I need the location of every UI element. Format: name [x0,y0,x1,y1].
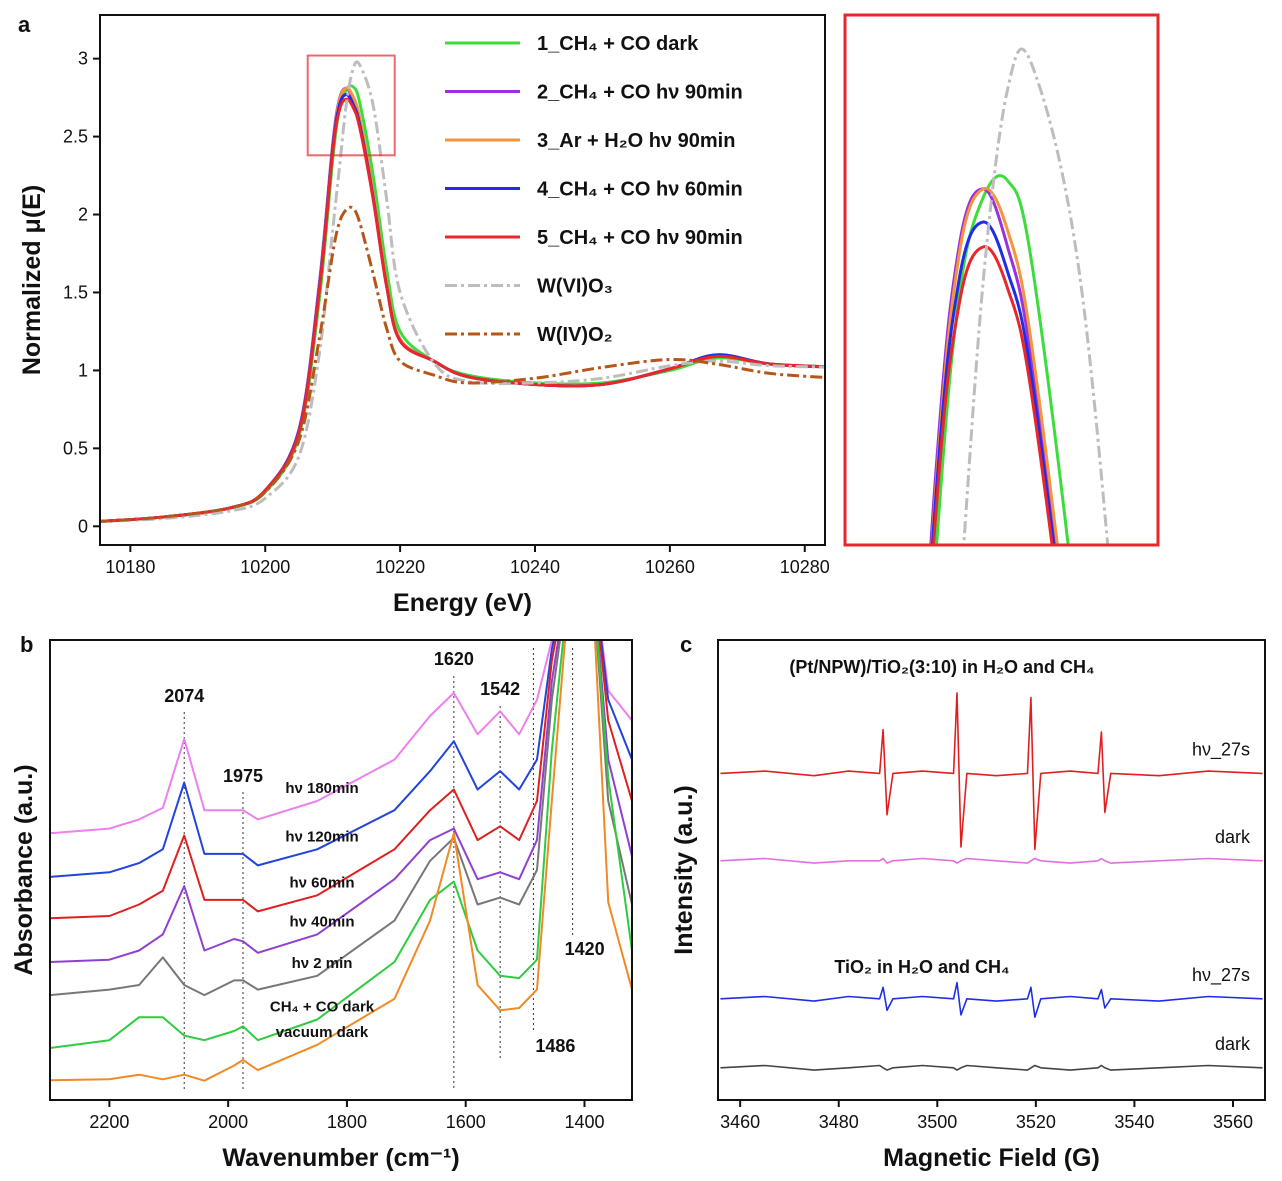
peak-label: 1486 [535,1036,575,1056]
plot-frame [717,639,1266,1101]
x-tick-label: 10260 [645,557,695,577]
legend-label: W(VI)O₃ [537,276,613,298]
x-tick-label: 3480 [819,1112,859,1132]
x-tick-label: 3540 [1114,1112,1154,1132]
legend-label: 1_CH₄ + CO dark [537,33,699,55]
peak-label: 1420 [565,939,605,959]
legend-label: 4_CH₄ + CO hν 60min [537,179,743,201]
series-label: hν 180min [285,780,358,797]
legend-label: 2_CH₄ + CO hν 90min [537,82,743,104]
series-label: dark [1215,1034,1251,1054]
series-line [930,186,1059,545]
annotation: TiO₂ in H₂O and CH₄ [834,957,1009,977]
x-tick-label: 3500 [917,1112,957,1132]
series-line [50,640,632,835]
y-axis-title: Absorbance (a.u.) [10,764,38,975]
legend-label: 3_Ar + H₂O hν 90min [537,130,735,152]
series-line [720,1064,1263,1071]
y-tick-label: 2.5 [63,127,88,147]
series-line [720,857,1263,864]
x-tick-label: 3560 [1213,1112,1253,1132]
peak-label: 1975 [223,766,263,786]
peak-label: 1620 [434,649,474,669]
y-axis-title: Intensity (a.u.) [670,785,698,954]
series-line [50,640,632,1050]
inset-frame [843,13,1160,547]
series-line [962,47,1110,545]
x-tick-label: 3520 [1016,1112,1056,1132]
series-label: hν 60min [289,874,354,891]
legend-label: W(IV)O₂ [537,324,613,346]
series-line [50,640,632,920]
series-line [50,640,632,997]
panel-label: c [680,632,692,657]
x-tick-label: 10240 [510,557,560,577]
x-tick-label: 10280 [780,557,830,577]
x-tick-label: 1400 [564,1112,604,1132]
series-label: hν 40min [289,913,354,930]
x-tick-label: 3460 [720,1112,760,1132]
x-tick-label: 1800 [327,1112,367,1132]
x-tick-label: 10200 [240,557,290,577]
legend-label: 5_CH₄ + CO hν 90min [537,227,743,249]
plot-frame [99,14,826,546]
x-axis-title: Energy (eV) [393,589,532,617]
y-tick-label: 2 [78,205,88,225]
series-label: hν_27s [1192,965,1250,986]
x-tick-label: 10180 [105,557,155,577]
panel-label: a [18,12,31,37]
series-line [50,640,632,963]
series-line [100,205,825,523]
y-tick-label: 0.5 [63,438,88,458]
series-label: hν 120min [285,828,358,845]
series-line [720,981,1263,1018]
series-line [929,187,1057,545]
x-axis-title: Magnetic Field (G) [883,1144,1100,1172]
series-label: vacuum dark [276,1024,369,1041]
y-axis-title: Normalized μ(E) [18,185,46,375]
series-label: hν_27s [1192,739,1250,760]
series-line [100,97,825,523]
peak-label: 2074 [164,686,204,706]
x-tick-label: 2000 [208,1112,248,1132]
plot-frame [49,639,633,1101]
series-label: hν 2 min [292,955,353,972]
series-line [930,220,1056,545]
series-line [935,174,1070,545]
x-axis-title: Wavenumber (cm⁻¹) [222,1144,459,1172]
series-line [100,86,825,523]
annotation: (Pt/NPW)/TiO₂(3:10) in H₂O and CH₄ [789,657,1094,677]
x-tick-label: 2200 [89,1112,129,1132]
x-tick-label: 1600 [446,1112,486,1132]
series-line [932,245,1054,545]
peak-label: 1542 [480,679,520,699]
y-tick-label: 1.5 [63,282,88,302]
y-tick-label: 3 [78,49,88,69]
series-line [50,640,632,1082]
series-label: CH₄ + CO dark [270,999,375,1016]
panel-label: b [20,632,33,657]
y-tick-label: 1 [78,360,88,380]
series-label: dark [1215,827,1251,847]
series-line [720,692,1263,851]
series-line [100,86,825,523]
y-tick-label: 0 [78,516,88,536]
series-line [100,93,825,523]
x-tick-label: 10220 [375,557,425,577]
series-line [100,60,825,523]
series-line [50,640,632,878]
zoom-box [306,54,396,157]
